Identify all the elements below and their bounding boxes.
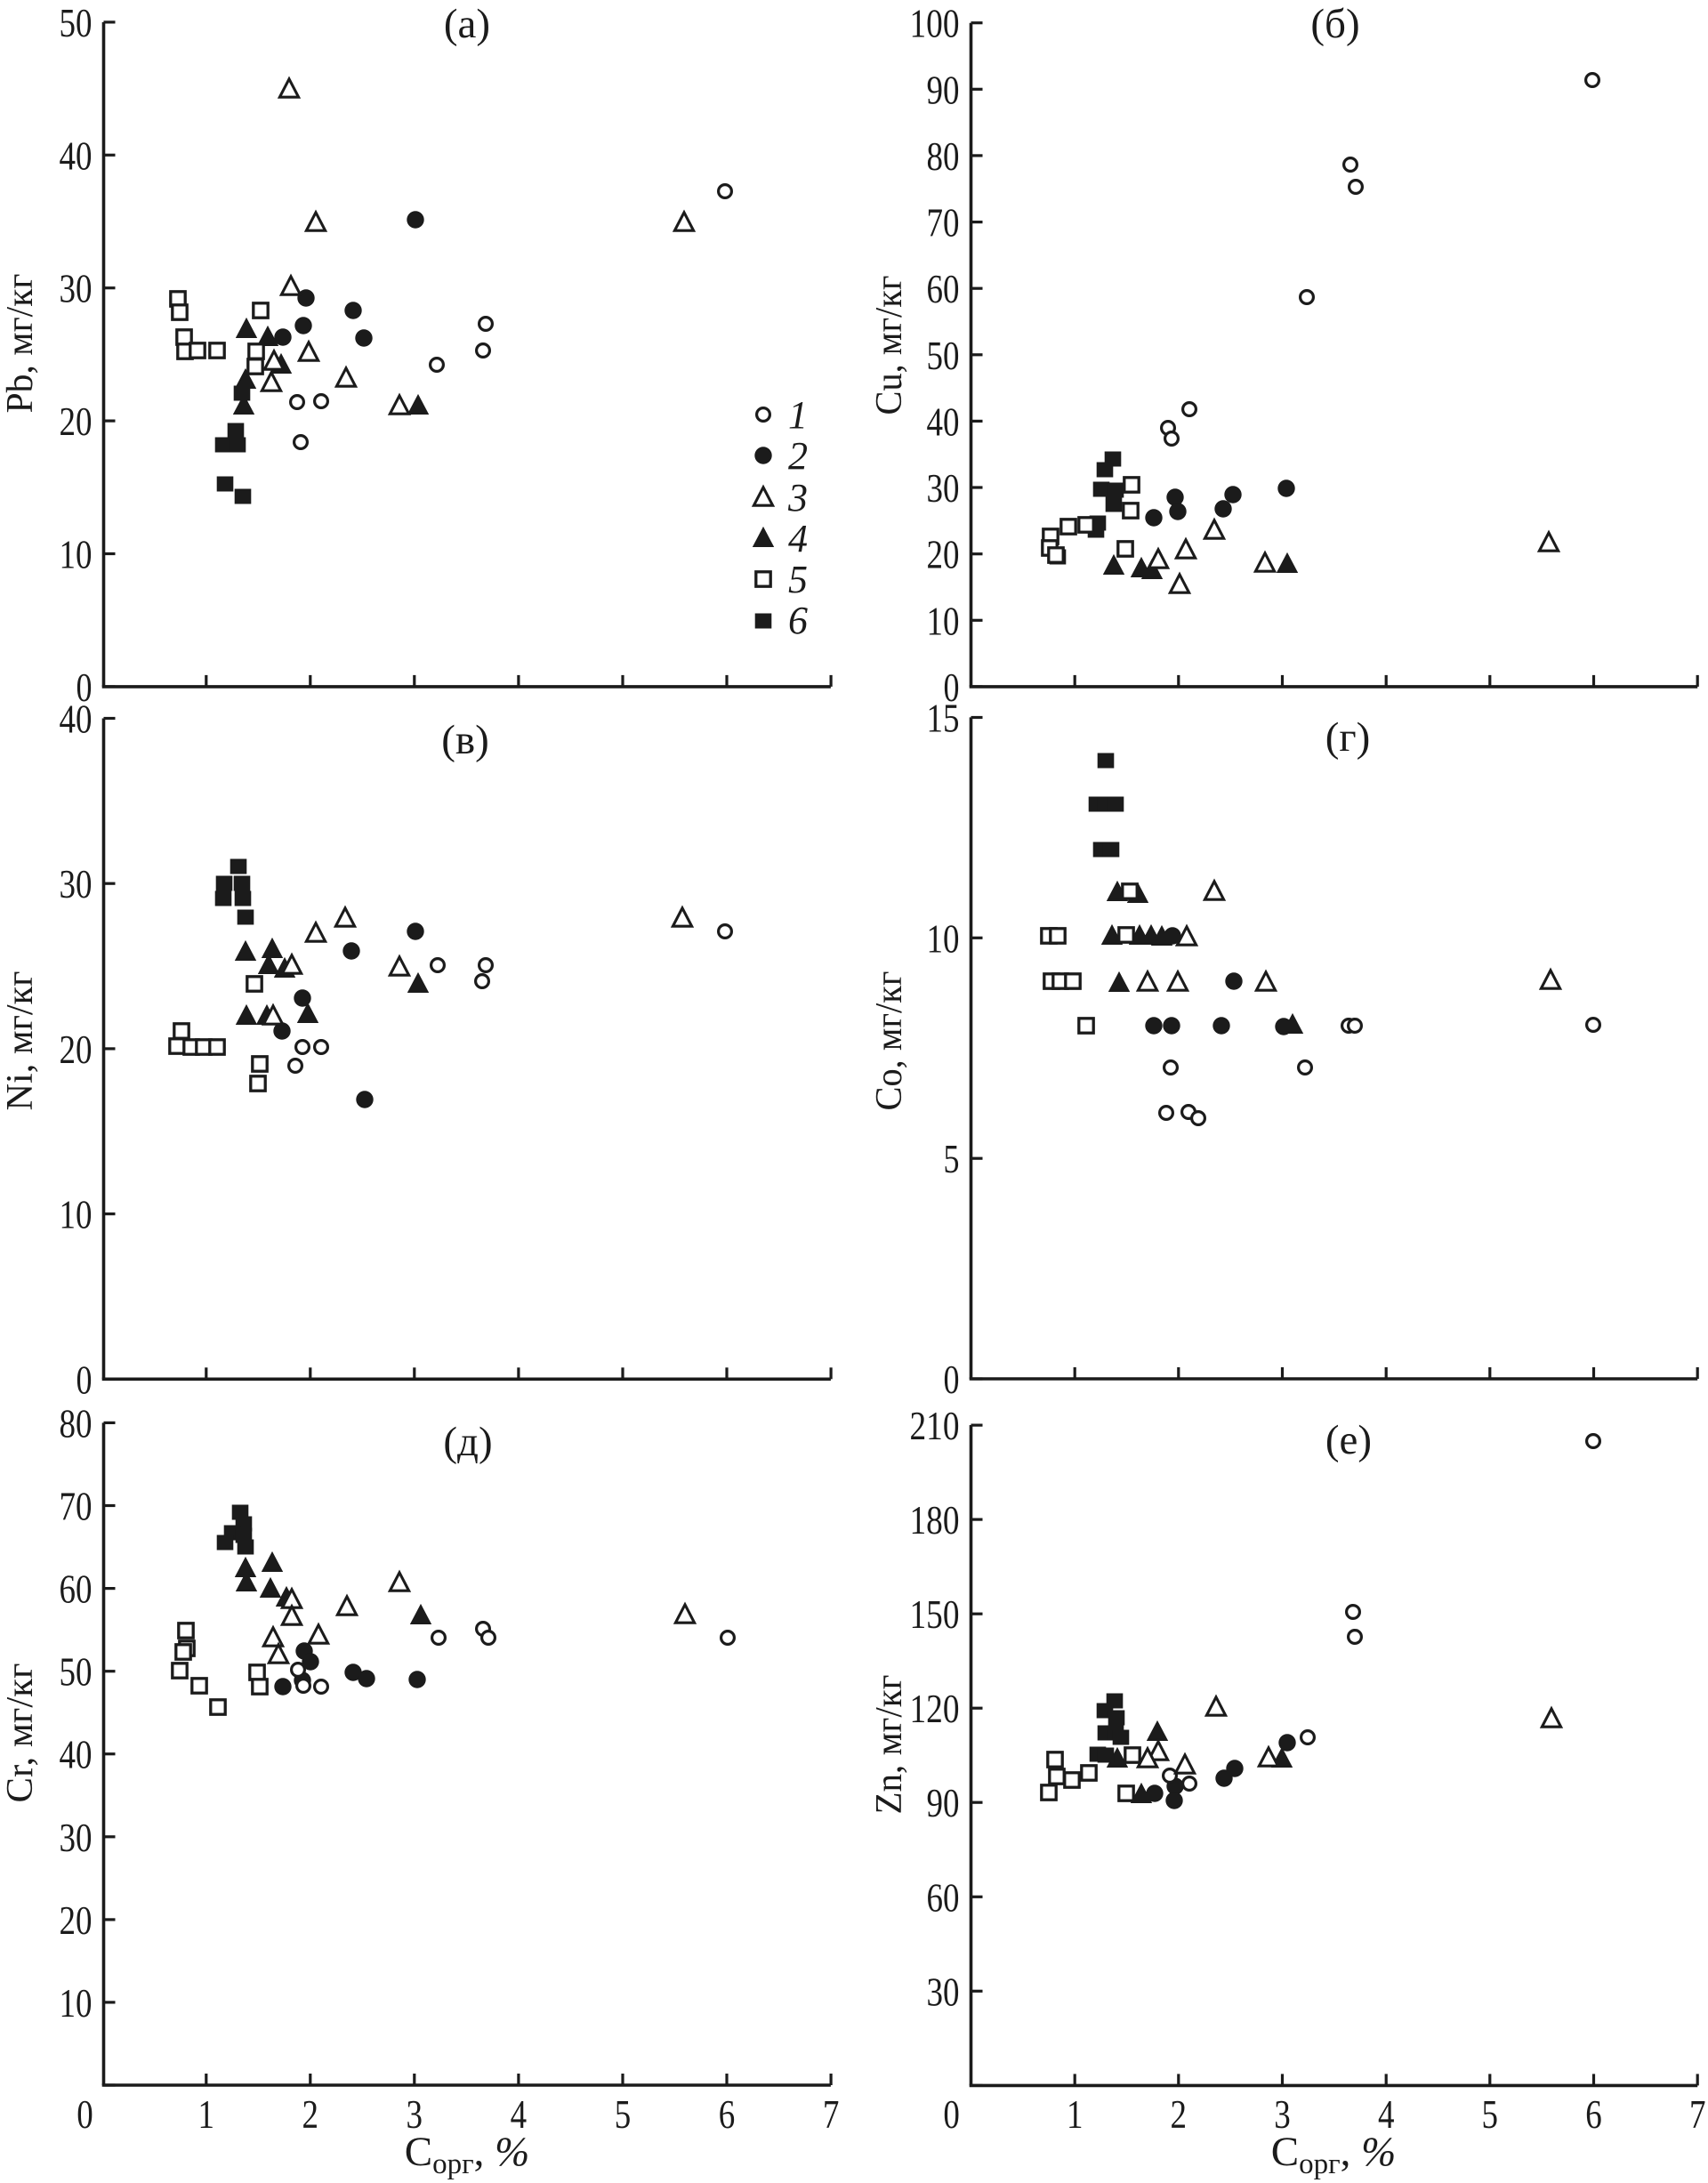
svg-text:2: 2 (302, 2091, 319, 2137)
svg-text:70: 70 (60, 1484, 93, 1529)
svg-text:0: 0 (944, 1357, 960, 1402)
svg-text:6: 6 (1585, 2091, 1602, 2137)
svg-text:90: 90 (927, 67, 960, 112)
svg-text:0: 0 (77, 665, 93, 710)
svg-text:(в): (в) (441, 717, 489, 763)
svg-text:60: 60 (927, 1874, 960, 1920)
svg-text:3: 3 (787, 476, 808, 520)
svg-text:3: 3 (407, 2091, 423, 2137)
svg-text:(е): (е) (1325, 1417, 1372, 1463)
svg-text:100: 100 (910, 1, 960, 46)
svg-text:1: 1 (198, 2091, 215, 2137)
svg-text:50: 50 (60, 1649, 93, 1695)
svg-text:40: 40 (60, 133, 93, 178)
svg-text:4: 4 (1378, 2091, 1395, 2137)
svg-text:30: 30 (927, 1969, 960, 2014)
svg-text:Zn, мг/кг: Zn, мг/кг (868, 1675, 910, 1815)
svg-text:(а): (а) (444, 1, 490, 47)
svg-text:Cu, мг/кг: Cu, мг/кг (868, 276, 910, 415)
svg-text:4: 4 (511, 2091, 528, 2137)
svg-text:50: 50 (60, 0, 93, 45)
svg-text:30: 30 (60, 861, 93, 906)
svg-text:20: 20 (927, 532, 960, 577)
svg-text:6: 6 (719, 2091, 736, 2137)
svg-text:1: 1 (788, 393, 808, 437)
svg-text:30: 30 (927, 465, 960, 511)
svg-text:10: 10 (60, 1192, 93, 1237)
svg-text:80: 80 (60, 1400, 93, 1446)
svg-text:10: 10 (927, 598, 960, 643)
svg-text:0: 0 (77, 2091, 93, 2137)
svg-text:5: 5 (788, 558, 808, 601)
svg-text:70: 70 (927, 200, 960, 246)
svg-text:6: 6 (788, 599, 808, 642)
svg-text:5: 5 (1482, 2091, 1499, 2137)
svg-text:180: 180 (910, 1497, 960, 1543)
svg-text:2: 2 (788, 434, 808, 478)
svg-text:5: 5 (944, 1136, 960, 1181)
svg-text:50: 50 (927, 333, 960, 378)
svg-text:10: 10 (60, 1980, 93, 2026)
svg-text:15: 15 (927, 696, 960, 741)
svg-text:0: 0 (943, 2091, 960, 2137)
svg-text:(г): (г) (1325, 714, 1371, 761)
svg-text:60: 60 (927, 266, 960, 311)
svg-text:7: 7 (1689, 2091, 1706, 2137)
svg-text:20: 20 (60, 1897, 93, 1943)
svg-text:3: 3 (1274, 2091, 1291, 2137)
svg-text:80: 80 (927, 133, 960, 179)
svg-text:Cорг, %: Cорг, % (405, 2129, 530, 2180)
svg-text:5: 5 (615, 2091, 632, 2137)
svg-text:Co, мг/кг: Co, мг/кг (868, 971, 910, 1111)
svg-text:150: 150 (910, 1591, 960, 1637)
svg-text:40: 40 (60, 1732, 93, 1777)
svg-text:7: 7 (823, 2091, 840, 2137)
svg-text:0: 0 (77, 1357, 93, 1402)
svg-text:60: 60 (60, 1567, 93, 1612)
svg-text:30: 30 (60, 266, 93, 311)
svg-text:20: 20 (60, 1027, 93, 1072)
svg-text:4: 4 (788, 517, 808, 560)
svg-text:20: 20 (60, 399, 93, 444)
svg-text:210: 210 (910, 1403, 960, 1448)
svg-text:Cорг, %: Cорг, % (1271, 2129, 1397, 2180)
svg-text:0: 0 (944, 665, 960, 710)
svg-text:10: 10 (60, 532, 93, 577)
svg-text:(б): (б) (1310, 1, 1359, 47)
svg-text:Cr, мг/кг: Cr, мг/кг (0, 1663, 41, 1803)
svg-text:40: 40 (60, 697, 93, 742)
svg-text:Ni, мг/кг: Ni, мг/кг (0, 971, 41, 1111)
svg-text:2: 2 (1171, 2091, 1188, 2137)
svg-text:(д): (д) (443, 1419, 492, 1465)
svg-text:Pb, мг/кг: Pb, мг/кг (0, 274, 41, 414)
svg-text:1: 1 (1067, 2091, 1084, 2137)
svg-text:120: 120 (910, 1686, 960, 1731)
svg-text:40: 40 (927, 399, 960, 444)
svg-text:90: 90 (927, 1780, 960, 1825)
svg-text:10: 10 (927, 915, 960, 961)
svg-text:30: 30 (60, 1815, 93, 1860)
